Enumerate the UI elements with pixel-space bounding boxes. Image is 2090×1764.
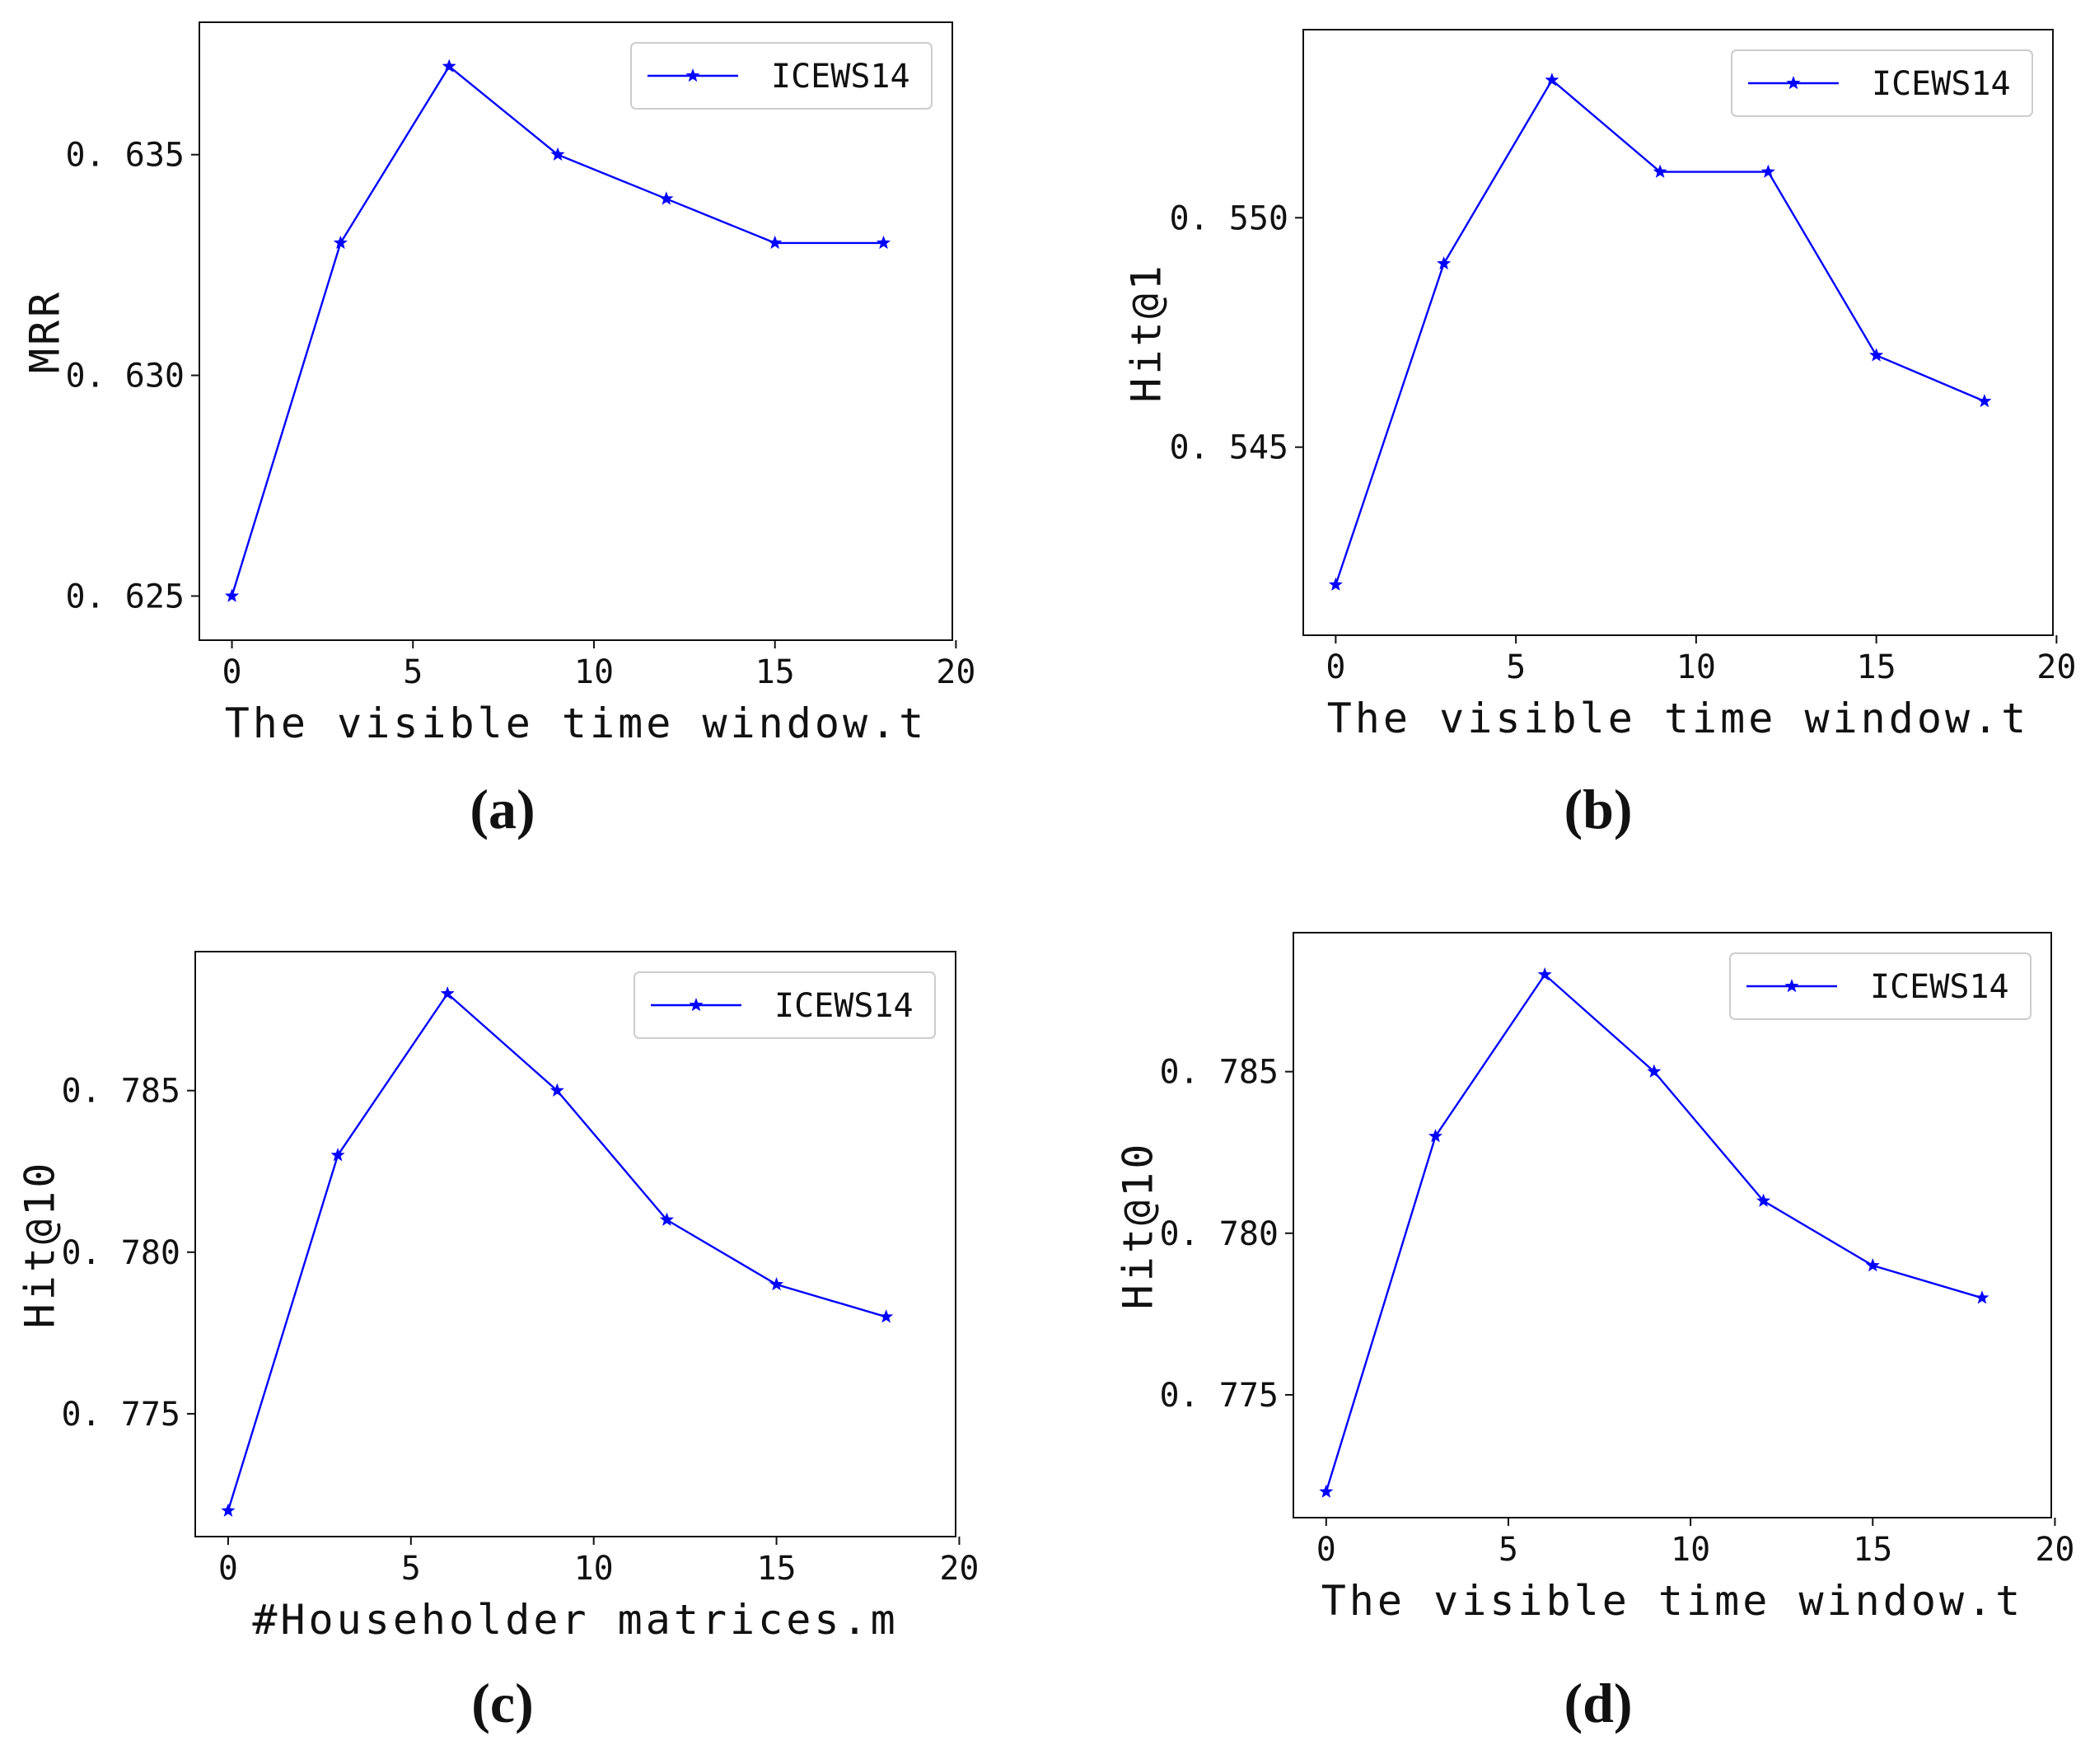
y-tick-label: 0. 630 xyxy=(66,358,185,395)
x-tick-label: 0 xyxy=(218,1550,238,1588)
x-tick-label: 5 xyxy=(1499,1531,1518,1569)
data-point-marker xyxy=(769,1277,784,1291)
data-point-marker xyxy=(549,1083,564,1097)
y-tick-label: 0. 635 xyxy=(66,137,185,175)
x-tick-label: 20 xyxy=(936,653,975,691)
data-point-marker xyxy=(876,235,891,250)
plot-frame xyxy=(1293,932,2052,1518)
y-tick-label: 0. 550 xyxy=(1170,199,1289,237)
data-point-marker xyxy=(1537,966,1552,981)
chart-panel-b: 0 5 10 15 20 0. 545 0. 550 The visible time win… xyxy=(1123,29,2076,840)
x-tick-label: 5 xyxy=(401,1550,421,1588)
data-point-marker xyxy=(1437,255,1452,270)
data-point-marker xyxy=(768,235,783,250)
x-axis-label: The visible time window.t xyxy=(225,700,928,747)
data-point-marker xyxy=(1865,1258,1880,1272)
data-point-marker xyxy=(879,1309,894,1323)
y-tick-label: 0. 785 xyxy=(62,1073,181,1111)
data-point-marker xyxy=(1545,73,1559,87)
y-tick-label: 0. 775 xyxy=(62,1396,181,1434)
x-tick-label: 20 xyxy=(2036,648,2076,686)
data-point-marker xyxy=(330,1148,345,1162)
x-tick-label: 15 xyxy=(1853,1531,1892,1569)
data-point-marker xyxy=(550,147,565,161)
data-point-marker xyxy=(659,191,674,205)
chart-panel-d: 0 5 10 15 20 0. 775 0. 780 0. 785 The visible ti… xyxy=(1115,932,2075,1734)
panel-label: (d) xyxy=(1564,1672,1632,1734)
y-tick-label: 0. 785 xyxy=(1160,1054,1279,1092)
legend-label: ICEWS14 xyxy=(1870,968,2009,1006)
legend-label: ICEWS14 xyxy=(1872,65,2011,103)
y-tick-label: 0. 780 xyxy=(1160,1215,1279,1253)
data-point-marker xyxy=(224,588,240,602)
x-tick-label: 20 xyxy=(939,1550,979,1588)
legend-box xyxy=(1731,49,2033,117)
x-tick-label: 0 xyxy=(222,653,242,691)
plot-frame xyxy=(1302,29,2054,636)
legend-box xyxy=(1729,952,2032,1020)
data-point-marker xyxy=(333,235,348,250)
series-line-icews14 xyxy=(231,64,884,597)
data-point-marker xyxy=(1647,1064,1662,1078)
panel-label: (c) xyxy=(471,1672,533,1734)
x-tick-label: 0 xyxy=(1316,1531,1336,1569)
legend-star-icon xyxy=(1784,979,1799,993)
x-axis-label: The visible time window.t xyxy=(1327,695,2030,742)
panel-label: (a) xyxy=(470,778,535,840)
x-tick-label: 10 xyxy=(1676,648,1716,686)
x-axis-label: The visible time window.t xyxy=(1321,1577,2024,1625)
x-tick-label: 15 xyxy=(1857,648,1896,686)
data-point-marker xyxy=(221,1503,236,1517)
data-point-marker xyxy=(1319,1484,1334,1498)
plot-frame xyxy=(199,21,953,641)
chart-panel-a: 0 5 10 15 20 0. 625 0. 630 0. 635 The visible ti… xyxy=(21,21,975,840)
chart-panel-c: 0 5 10 15 20 0. 775 0. 780 0. 785 #Householder m… xyxy=(16,951,980,1734)
y-axis-label: Hit@10 xyxy=(1115,1141,1162,1310)
data-point-marker xyxy=(440,985,455,1000)
x-tick-label: 10 xyxy=(574,1550,614,1588)
data-point-marker xyxy=(442,58,456,73)
legend-box xyxy=(630,42,933,110)
data-point-marker xyxy=(1756,1193,1771,1207)
y-tick-label: 0. 545 xyxy=(1170,429,1289,467)
x-tick-label: 0 xyxy=(1326,648,1345,686)
legend-box xyxy=(634,971,936,1039)
panel-label: (b) xyxy=(1564,778,1632,840)
data-point-marker xyxy=(1428,1129,1443,1143)
y-axis-label: MRR xyxy=(21,289,69,373)
data-point-marker xyxy=(1977,394,1992,408)
plot-frame xyxy=(194,951,956,1537)
y-axis-label: Hit@1 xyxy=(1123,262,1171,403)
x-axis-label: #Householder matrices.m xyxy=(252,1596,898,1644)
x-tick-label: 5 xyxy=(403,653,423,691)
data-point-marker xyxy=(1653,164,1667,178)
x-tick-label: 15 xyxy=(755,653,795,691)
y-axis-label: Hit@10 xyxy=(16,1160,64,1329)
y-tick-label: 0. 775 xyxy=(1160,1377,1279,1415)
x-tick-label: 10 xyxy=(574,653,614,691)
data-point-marker xyxy=(1975,1290,1989,1304)
data-point-marker xyxy=(1760,164,1775,178)
x-tick-label: 15 xyxy=(756,1550,796,1588)
x-tick-label: 20 xyxy=(2035,1531,2074,1569)
series-line-icews14 xyxy=(227,992,887,1511)
series-line-icews14 xyxy=(1325,973,1983,1492)
legend-label: ICEWS14 xyxy=(774,987,914,1025)
legend-star-icon xyxy=(685,68,700,82)
x-tick-label: 5 xyxy=(1506,648,1526,686)
legend-star-icon xyxy=(1786,76,1801,90)
series-line-icews14 xyxy=(1335,78,1985,586)
y-tick-label: 0. 625 xyxy=(66,578,185,615)
y-tick-label: 0. 780 xyxy=(62,1234,181,1272)
legend-label: ICEWS14 xyxy=(771,58,910,96)
x-tick-label: 10 xyxy=(1671,1531,1710,1569)
data-point-marker xyxy=(1869,348,1884,362)
data-point-marker xyxy=(1328,577,1343,592)
data-point-marker xyxy=(659,1212,674,1226)
legend-star-icon xyxy=(689,998,704,1012)
